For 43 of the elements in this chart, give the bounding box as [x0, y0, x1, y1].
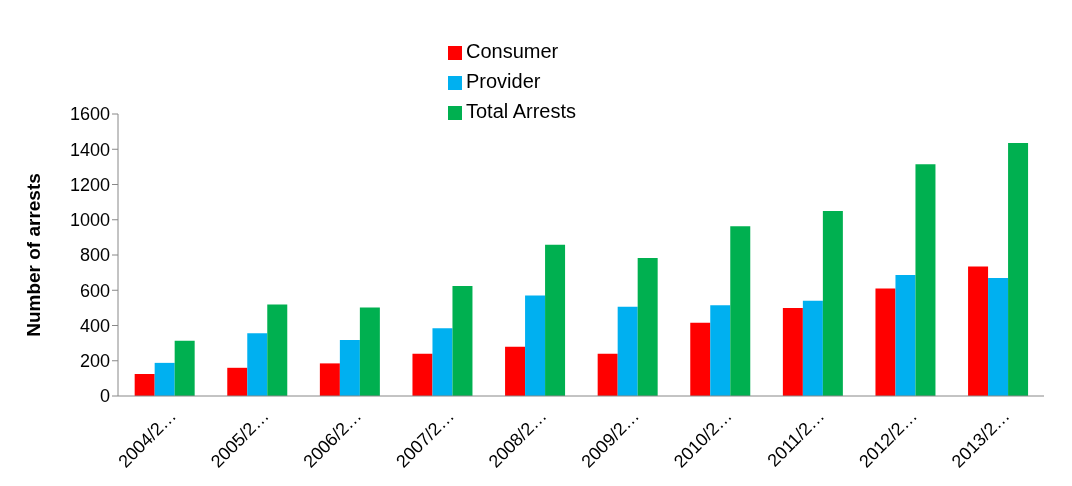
- legend-label: Provider: [466, 70, 541, 92]
- bar: [968, 266, 989, 396]
- bar: [710, 305, 731, 396]
- bar: [822, 210, 843, 396]
- bar: [690, 322, 711, 396]
- bar: [597, 353, 618, 396]
- bar: [359, 307, 380, 396]
- bar: [875, 288, 896, 396]
- bar: [432, 328, 453, 396]
- bar: [525, 295, 546, 396]
- legend-label: Consumer: [466, 40, 559, 62]
- legend-label: Total Arrests: [466, 100, 577, 122]
- y-tick-label: 1200: [69, 174, 110, 195]
- y-tick-label: 1600: [69, 104, 110, 125]
- bar: [247, 333, 268, 396]
- bar: [154, 362, 175, 396]
- bar: [545, 244, 566, 396]
- y-tick-label: 800: [79, 245, 110, 266]
- bar: [617, 306, 638, 396]
- bar: [915, 164, 936, 396]
- bar: [802, 300, 823, 396]
- y-tick-label: 600: [79, 280, 110, 301]
- bar: [895, 274, 916, 396]
- bar: [267, 304, 288, 396]
- bar: [505, 346, 526, 396]
- bar: [174, 340, 195, 396]
- y-tick-label: 200: [79, 351, 110, 372]
- bar: [1008, 142, 1029, 396]
- y-tick-label: 400: [79, 315, 110, 336]
- y-tick-label: 0: [99, 386, 110, 407]
- bar: [319, 363, 340, 396]
- bar: [339, 339, 360, 396]
- bar: [227, 367, 248, 396]
- bar: [988, 277, 1009, 396]
- bar: [637, 258, 658, 396]
- bar: [782, 307, 803, 396]
- y-axis-title: Number of arrests: [22, 173, 44, 337]
- y-tick-label: 1400: [69, 139, 110, 160]
- bar: [730, 226, 751, 396]
- bar: [452, 286, 473, 396]
- bar: [412, 353, 433, 396]
- y-tick-label: 1000: [69, 210, 110, 231]
- bar: [134, 373, 155, 396]
